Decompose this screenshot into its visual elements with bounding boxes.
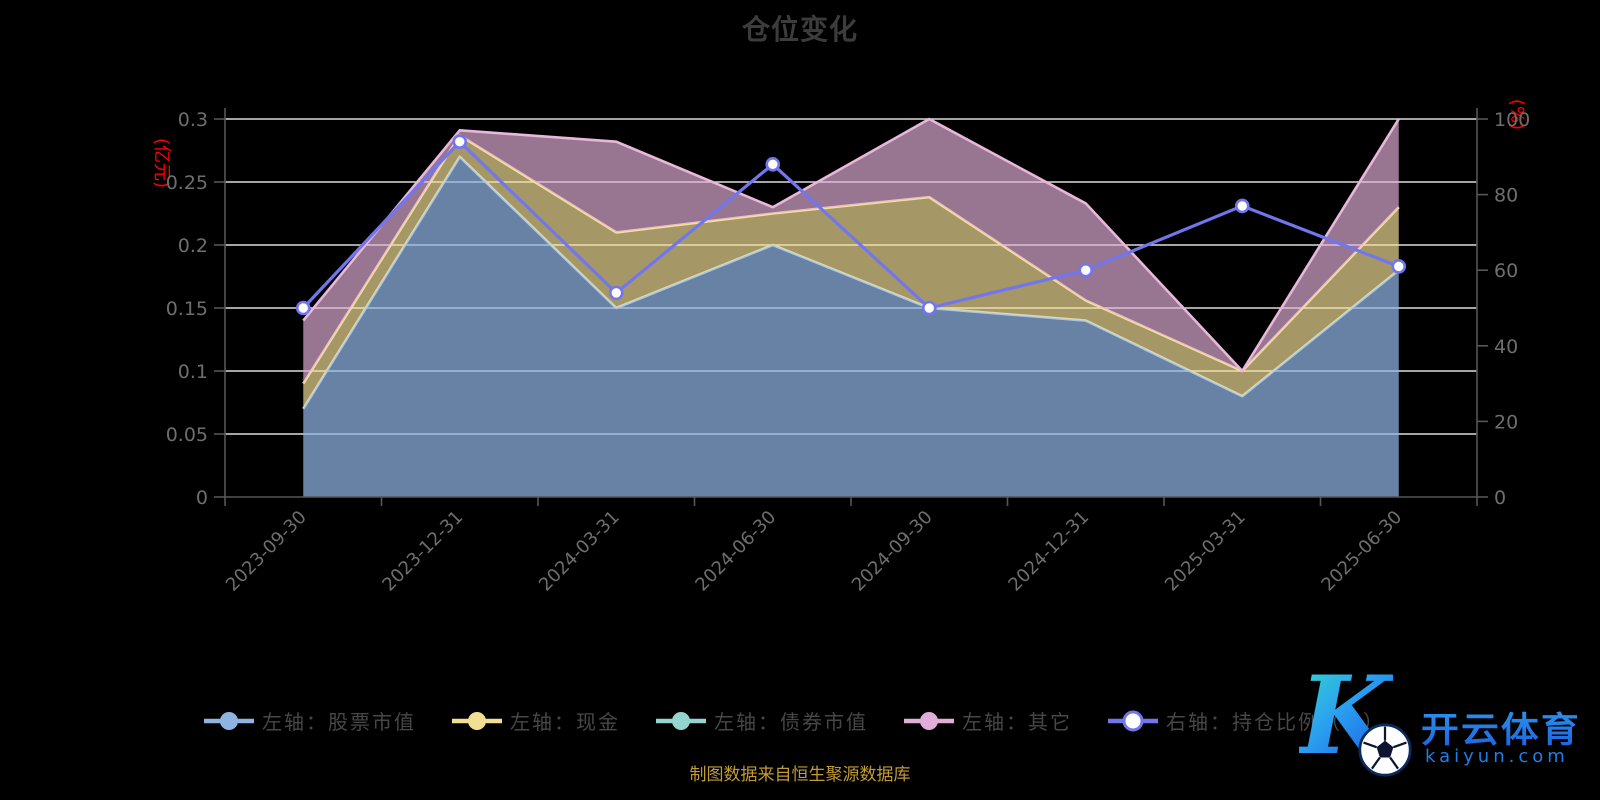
area-series [302, 117, 1400, 498]
x-axis-label: 2023-09-30 [222, 507, 311, 596]
left-axis-tick-label: 0.15 [166, 298, 208, 320]
football-icon [1358, 723, 1412, 777]
legend-label: 左轴：股票市值 [262, 710, 416, 734]
watermark[interactable]: K 开云体育 kaiyun.com [1293, 656, 1600, 798]
right-axis-tick-label: 20 [1494, 411, 1518, 433]
area-band-0 [303, 156, 1399, 498]
area-band-3 [303, 119, 1399, 384]
legend-item-1[interactable]: 左轴：现金 [452, 706, 620, 735]
right-axis-tick-label: 80 [1494, 185, 1518, 207]
area-band-1 [303, 135, 1399, 409]
data-point-marker[interactable] [452, 134, 468, 149]
data-point-marker[interactable] [295, 300, 311, 316]
data-point-marker[interactable] [765, 157, 781, 172]
legend-label: 左轴：现金 [510, 710, 620, 734]
x-axis-label: 2024-03-31 [535, 507, 624, 596]
data-point-marker[interactable] [1391, 259, 1407, 274]
watermark-brand: 开云体育 [1421, 702, 1581, 753]
left-axis-tick-label: 0.25 [166, 172, 208, 194]
legend-item-0[interactable]: 左轴：股票市值 [204, 706, 416, 735]
left-axis-tick-label: 0.1 [178, 361, 208, 383]
watermark-domain: kaiyun.com [1425, 746, 1569, 767]
right-axis-tick-label: 100 [1494, 109, 1530, 131]
legend-line-marker-icon [204, 711, 254, 730]
left-axis-tick-label: 0.05 [166, 424, 208, 446]
legend-item-3[interactable]: 左轴：其它 [904, 706, 1072, 735]
legend-label: 左轴：其它 [962, 710, 1072, 734]
legend-label: 左轴：债券市值 [714, 710, 868, 734]
ratio-polyline [302, 140, 1400, 310]
right-axis-tick-label: 60 [1494, 260, 1518, 282]
x-axis-label: 2024-09-30 [848, 507, 937, 596]
legend-label: 右轴：持仓比例（%） [1166, 710, 1386, 734]
data-point-marker[interactable] [1234, 198, 1250, 214]
chart-legend: 左轴：股票市值 左轴：现金 左轴：债券市值 左轴：其它 右轴：持仓比例（%） [204, 706, 1385, 735]
left-axis-tick-label: 0 [196, 487, 208, 509]
chart-title: 仓位变化 [741, 13, 858, 46]
x-axis-label: 2025-06-30 [1317, 507, 1406, 596]
x-axis-label: 2025-03-31 [1161, 507, 1250, 596]
x-axis-label: 2024-06-30 [691, 507, 780, 596]
legend-line-marker-icon [452, 711, 502, 730]
right-axis-tick-label: 0 [1494, 487, 1506, 509]
axes [214, 108, 1488, 506]
left-axis-tick-label: 0.2 [178, 235, 208, 257]
legend-item-2[interactable]: 左轴：债券市值 [656, 706, 868, 735]
left-axis-tick-label: 0.3 [178, 109, 208, 131]
data-point-marker[interactable] [1078, 262, 1094, 278]
legend-line-marker-icon [904, 711, 954, 730]
legend-item-4[interactable]: 右轴：持仓比例（%） [1108, 706, 1385, 735]
legend-line-marker-icon [656, 711, 706, 730]
data-point-marker[interactable] [921, 300, 937, 316]
legend-line-marker-icon [1108, 710, 1158, 731]
area-border-3 [302, 117, 1400, 373]
data-point-marker[interactable] [608, 285, 624, 301]
data-source-caption: 制图数据来自恒生聚源数据库 [689, 765, 911, 785]
x-axis-label: 2024-12-31 [1004, 507, 1093, 596]
right-axis-tick-label: 40 [1494, 336, 1518, 358]
x-axis-label: 2023-12-31 [378, 507, 467, 596]
ratio-line [295, 134, 1407, 316]
